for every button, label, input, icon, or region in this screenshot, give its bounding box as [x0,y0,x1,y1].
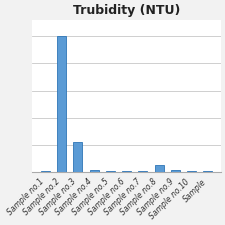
Title: Trubidity (NTU): Trubidity (NTU) [73,4,180,17]
Bar [90,170,99,172]
Bar [138,171,147,172]
Bar [122,171,131,172]
Bar [203,171,212,172]
Bar [57,36,66,172]
Bar [73,142,82,172]
Bar [41,171,50,172]
Bar [187,171,196,172]
Bar [155,165,164,172]
Bar [106,171,115,172]
Bar [171,170,180,172]
